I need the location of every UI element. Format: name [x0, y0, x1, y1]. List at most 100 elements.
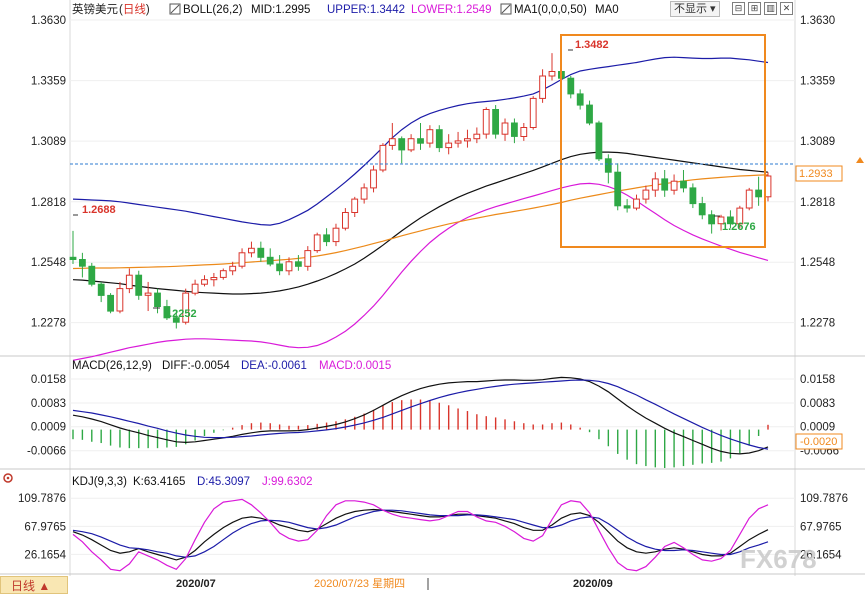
- grid-icon[interactable]: ⊞: [748, 2, 761, 15]
- candle-body: [689, 187, 697, 205]
- candle-body: [276, 263, 284, 272]
- candle-body: [295, 261, 302, 267]
- candle-body: [642, 189, 650, 200]
- candle-body: [201, 279, 208, 285]
- macd-value-label: MACD:0.0015: [319, 360, 391, 372]
- price-arrow-icon: [856, 157, 864, 163]
- kdj-tick-left: 109.7876: [18, 493, 66, 505]
- candle-body: [567, 77, 575, 95]
- candle-body: [614, 171, 622, 207]
- candle-body: [107, 294, 114, 312]
- macd-current-label: -0.0020: [800, 436, 837, 448]
- candle-body: [172, 317, 180, 323]
- candle-body: [97, 283, 105, 296]
- candle-body: [219, 270, 227, 278]
- period-badge[interactable]: 日线 ▲: [0, 576, 68, 594]
- candle-body: [285, 261, 293, 272]
- diff-label: DIFF:-0.0054: [162, 360, 230, 372]
- annotation-prev-high: 1.2688: [82, 204, 116, 216]
- candle-body: [670, 180, 678, 191]
- candle-body: [163, 306, 171, 319]
- x-label-cursor-date: 2020/07/23 星期四: [314, 577, 405, 590]
- annotation-high: 1.3482: [575, 39, 609, 51]
- candle-body: [210, 277, 218, 281]
- macd-tick-left: -0.0066: [27, 446, 66, 458]
- y-tick-left: 1.3359: [31, 76, 66, 88]
- candle-body: [125, 274, 133, 290]
- candle-body: [379, 144, 387, 171]
- candle-body: [576, 93, 584, 106]
- y-tick-left: 1.2278: [31, 318, 66, 330]
- j-label: J:99.6302: [262, 476, 313, 488]
- candle-body: [482, 109, 490, 135]
- annotation-low: 1.2252: [163, 308, 197, 320]
- period-text: 日线: [123, 2, 146, 16]
- watermark: FX678: [740, 544, 817, 574]
- period-label: (日线): [119, 2, 150, 16]
- candle-body: [88, 265, 96, 285]
- candle-body: [586, 104, 593, 124]
- macd-line-diff: [72, 376, 769, 455]
- candle-body: [633, 198, 640, 209]
- kdj-tick-right: 109.7876: [800, 493, 848, 505]
- kdj-line-j: [72, 498, 769, 572]
- candle-body: [680, 180, 687, 189]
- y-tick-right: 1.2818: [800, 197, 835, 209]
- ma-label: MA1(0,0,0,50): [514, 4, 587, 16]
- highlight-box: [560, 34, 766, 248]
- grid-toggle-icon[interactable]: ⊟: [732, 2, 745, 15]
- candle-body: [736, 207, 744, 225]
- candle-body: [304, 250, 312, 267]
- macd-title: MACD(26,12,9): [72, 360, 152, 372]
- chart-type-icon[interactable]: ▥: [764, 2, 777, 15]
- current-price-label: 1.2933: [799, 168, 833, 180]
- candle-body: [182, 292, 190, 323]
- series-line-mid: [72, 151, 769, 295]
- candle-body: [417, 138, 424, 144]
- candle-body: [755, 189, 763, 198]
- y-tick-left: 1.3089: [31, 136, 66, 148]
- macd-plot: [70, 376, 795, 468]
- candle-body: [266, 256, 274, 265]
- candle-body: [407, 138, 415, 151]
- y-tick-right: 1.3359: [800, 76, 835, 88]
- candle-body: [238, 252, 246, 267]
- upper-label: UPPER:1.3442: [327, 4, 405, 16]
- macd-tick-left: 0.0083: [31, 398, 66, 410]
- y-tick-right: 1.2278: [800, 318, 835, 330]
- candle-body: [351, 198, 359, 214]
- candle-body: [342, 212, 349, 229]
- candle-body: [398, 138, 406, 151]
- candle-body: [520, 127, 528, 137]
- series-line-upper: [72, 56, 769, 226]
- kdj-settings-icon[interactable]: [3, 473, 13, 483]
- ma0-label: MA0: [595, 4, 619, 16]
- macd-tick-right: 0.0158: [800, 374, 835, 386]
- mid-label: MID:1.2995: [251, 4, 310, 16]
- close-icon[interactable]: ✕: [780, 2, 793, 15]
- dropdown-icon: ▾: [707, 3, 716, 15]
- candle-body: [473, 133, 481, 140]
- candle-body: [154, 292, 161, 308]
- boll-label: BOLL(26,2): [183, 4, 243, 16]
- kdj-line-d: [72, 509, 769, 558]
- symbol-label: 英镑美元: [72, 2, 118, 16]
- candle-body: [191, 283, 199, 294]
- candle-body: [323, 234, 331, 243]
- hide-button[interactable]: 不显示 ▾: [670, 1, 720, 17]
- candle-body: [144, 292, 152, 296]
- candle-body: [492, 109, 500, 135]
- candle-body: [464, 138, 471, 142]
- candle-body: [248, 247, 255, 254]
- candle-body: [595, 122, 603, 160]
- candle-body: [135, 274, 143, 296]
- kdj-tick-left: 67.9765: [24, 521, 66, 533]
- candle-body: [388, 138, 396, 146]
- candle-body: [370, 169, 377, 189]
- macd-line-dea: [72, 379, 769, 450]
- candle-body: [604, 158, 612, 173]
- candle-body: [445, 142, 453, 149]
- candle-body: [79, 259, 86, 267]
